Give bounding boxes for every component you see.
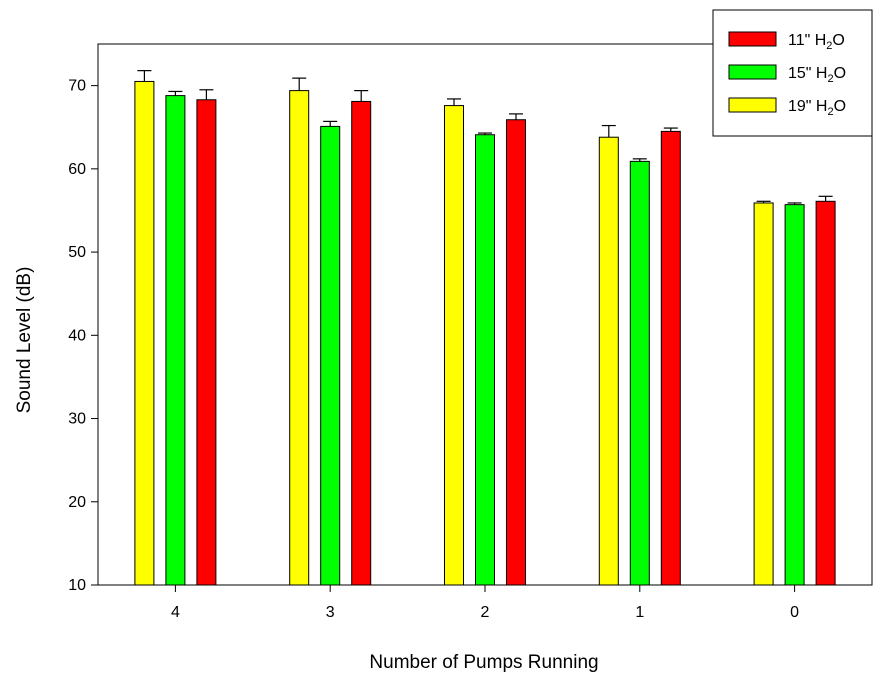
x-tick-label: 0 — [790, 604, 799, 621]
bar — [506, 119, 526, 586]
bar — [134, 80, 155, 586]
legend-swatch — [728, 64, 777, 80]
x-axis-title: Number of Pumps Running — [369, 652, 598, 673]
bars — [134, 70, 836, 586]
bar — [660, 130, 681, 586]
bar — [165, 95, 186, 586]
bar — [289, 90, 310, 586]
y-tick-label: 40 — [68, 327, 86, 344]
y-tick-label: 50 — [68, 244, 86, 261]
legend-swatch — [728, 97, 777, 113]
bar — [815, 200, 836, 586]
y-tick-label: 10 — [68, 577, 86, 594]
y-tick-label: 60 — [68, 161, 86, 178]
y-tick-label: 30 — [68, 411, 86, 428]
x-tick-label: 2 — [481, 604, 490, 621]
legend-label: 15" H2O — [788, 65, 846, 85]
bar — [196, 99, 217, 586]
y-tick-label: 20 — [68, 494, 86, 511]
bar — [629, 160, 650, 586]
legend: 11" H2O 15" H2O 19" H2O — [712, 9, 873, 137]
y-tick-label: 70 — [68, 78, 86, 95]
legend-label: 19" H2O — [788, 98, 846, 118]
x-tick-label: 3 — [326, 604, 335, 621]
legend-swatch — [728, 31, 777, 47]
bar — [753, 202, 774, 586]
bar — [351, 100, 372, 586]
bar — [784, 204, 805, 586]
bar — [444, 105, 464, 586]
bar — [320, 125, 341, 586]
legend-label: 11" H2O — [788, 32, 845, 52]
bar — [598, 136, 619, 586]
y-axis-title: Sound Level (dB) — [14, 267, 35, 414]
x-tick-label: 1 — [635, 604, 644, 621]
x-tick-label: 4 — [171, 604, 180, 621]
bar — [475, 134, 495, 586]
